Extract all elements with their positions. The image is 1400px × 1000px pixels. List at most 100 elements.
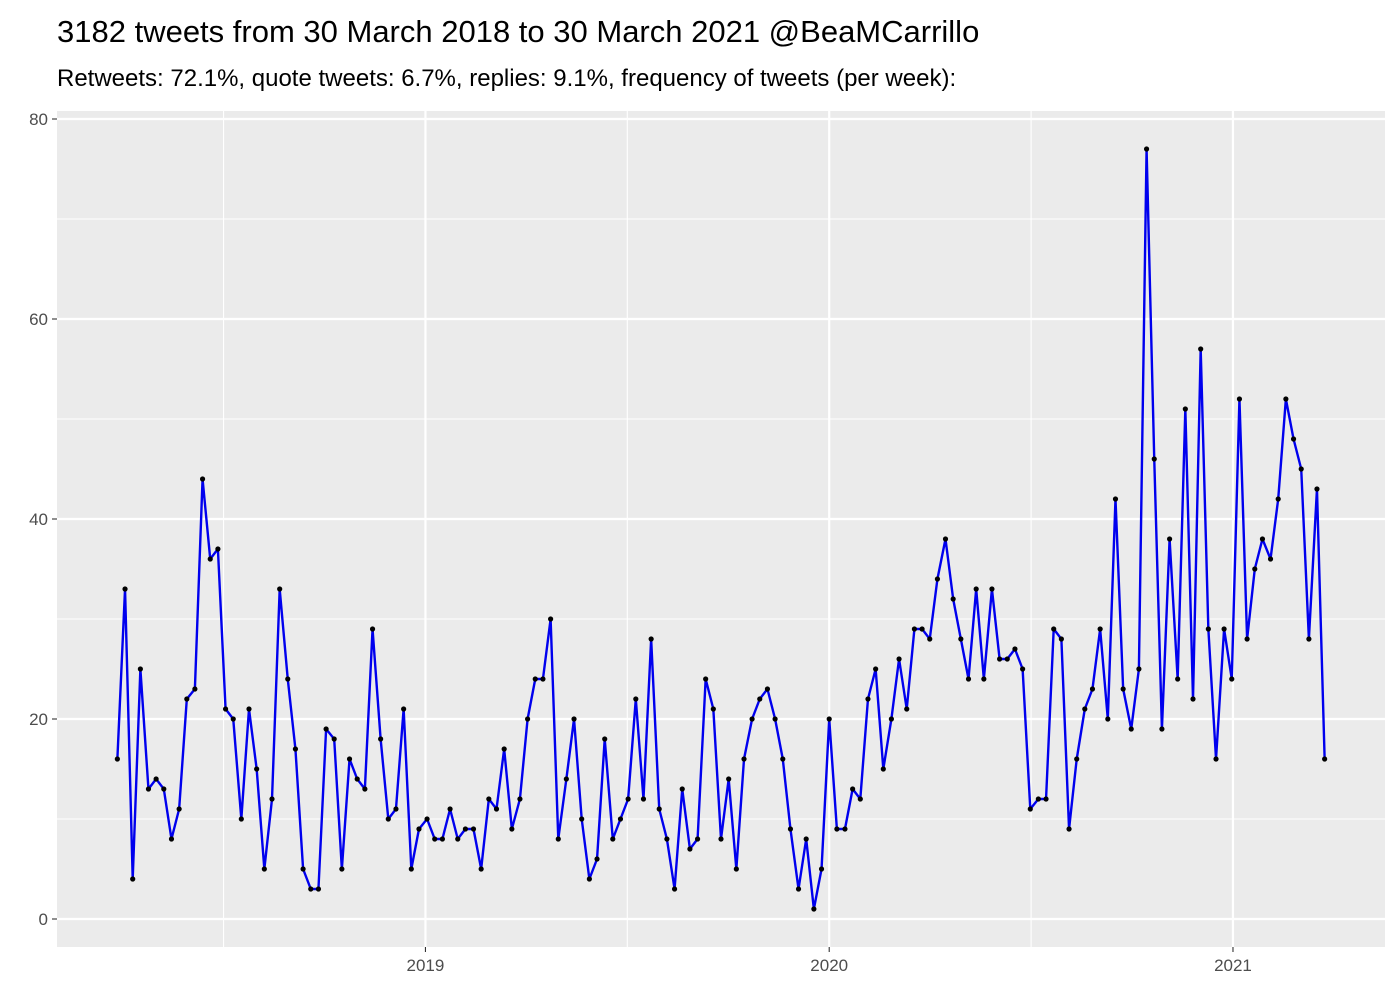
data-point bbox=[199, 476, 206, 482]
data-point bbox=[625, 796, 631, 802]
data-point bbox=[1012, 646, 1018, 652]
data-point bbox=[130, 876, 136, 882]
data-point bbox=[1143, 146, 1150, 152]
data-point bbox=[1035, 796, 1041, 802]
data-point bbox=[362, 786, 368, 792]
data-point bbox=[1213, 756, 1219, 762]
data-point bbox=[610, 836, 616, 842]
data-point bbox=[439, 836, 445, 842]
data-point bbox=[795, 886, 802, 892]
data-point bbox=[811, 906, 817, 912]
data-point bbox=[648, 636, 654, 642]
data-point bbox=[532, 676, 538, 682]
data-point bbox=[346, 756, 353, 762]
data-point bbox=[524, 716, 531, 722]
data-point bbox=[1074, 756, 1080, 762]
data-point bbox=[834, 826, 840, 832]
data-point bbox=[1275, 496, 1281, 502]
x-tick-label: 2019 bbox=[407, 956, 445, 975]
data-point bbox=[703, 676, 709, 682]
data-point bbox=[934, 576, 941, 582]
data-point bbox=[1027, 806, 1033, 812]
data-point bbox=[447, 806, 453, 812]
data-point bbox=[787, 826, 794, 832]
data-point bbox=[850, 786, 856, 792]
data-point bbox=[826, 716, 832, 722]
data-point bbox=[432, 836, 438, 842]
data-point bbox=[1043, 796, 1049, 802]
data-point bbox=[416, 826, 422, 832]
data-point bbox=[1267, 556, 1274, 562]
chart-title: 3182 tweets from 30 March 2018 to 30 Mar… bbox=[57, 14, 979, 49]
data-point bbox=[1236, 396, 1243, 402]
data-point bbox=[300, 866, 306, 872]
data-point bbox=[757, 696, 763, 702]
data-point bbox=[168, 836, 175, 842]
data-point bbox=[308, 886, 314, 892]
data-point bbox=[1290, 436, 1297, 442]
data-point bbox=[261, 866, 267, 872]
data-point bbox=[1322, 756, 1328, 762]
data-point bbox=[1128, 726, 1134, 732]
data-point bbox=[764, 686, 771, 692]
data-point bbox=[292, 746, 299, 752]
data-point bbox=[640, 796, 647, 802]
data-point bbox=[664, 836, 670, 842]
chart-subtitle: Retweets: 72.1%, quote tweets: 6.7%, rep… bbox=[57, 65, 956, 92]
data-point bbox=[780, 756, 786, 762]
data-point bbox=[254, 766, 260, 772]
data-point bbox=[571, 716, 577, 722]
data-point bbox=[540, 676, 546, 682]
data-point bbox=[602, 736, 608, 742]
data-point bbox=[285, 676, 291, 682]
data-point bbox=[857, 796, 863, 802]
data-point bbox=[486, 796, 492, 802]
data-point bbox=[803, 836, 809, 842]
data-point bbox=[369, 626, 376, 632]
data-point bbox=[617, 816, 624, 822]
data-point bbox=[393, 806, 399, 812]
data-point bbox=[741, 756, 747, 762]
data-point bbox=[385, 816, 391, 822]
data-point bbox=[981, 676, 987, 682]
data-point bbox=[927, 636, 933, 642]
data-point bbox=[594, 856, 600, 862]
data-point bbox=[880, 766, 886, 772]
data-point bbox=[1252, 566, 1258, 572]
data-point bbox=[1020, 666, 1026, 672]
data-point bbox=[114, 756, 120, 762]
y-tick-label: 40 bbox=[29, 510, 48, 529]
data-point bbox=[1175, 676, 1181, 682]
data-point bbox=[1058, 636, 1064, 642]
data-point bbox=[1229, 676, 1235, 682]
data-point bbox=[176, 806, 182, 812]
data-point bbox=[888, 716, 894, 722]
data-point bbox=[1089, 686, 1096, 692]
data-point bbox=[1136, 666, 1142, 672]
data-point bbox=[1259, 536, 1266, 542]
data-point bbox=[215, 546, 221, 552]
data-point bbox=[733, 866, 739, 872]
data-point bbox=[161, 786, 167, 792]
data-point bbox=[354, 776, 360, 782]
data-point bbox=[1221, 626, 1227, 632]
data-point bbox=[950, 596, 956, 602]
data-point bbox=[687, 846, 693, 852]
data-point bbox=[1190, 696, 1196, 702]
data-point bbox=[1112, 496, 1119, 502]
data-point bbox=[230, 716, 236, 722]
data-point bbox=[997, 656, 1003, 662]
data-point bbox=[911, 626, 918, 632]
data-point bbox=[865, 696, 871, 702]
data-point bbox=[726, 776, 732, 782]
data-point bbox=[579, 816, 585, 822]
data-point bbox=[555, 836, 561, 842]
data-point bbox=[137, 666, 143, 672]
data-point bbox=[679, 786, 685, 792]
data-point bbox=[1314, 486, 1320, 492]
data-point bbox=[1205, 626, 1211, 632]
data-point bbox=[873, 666, 879, 672]
data-point bbox=[1105, 716, 1111, 722]
data-point bbox=[1097, 626, 1103, 632]
